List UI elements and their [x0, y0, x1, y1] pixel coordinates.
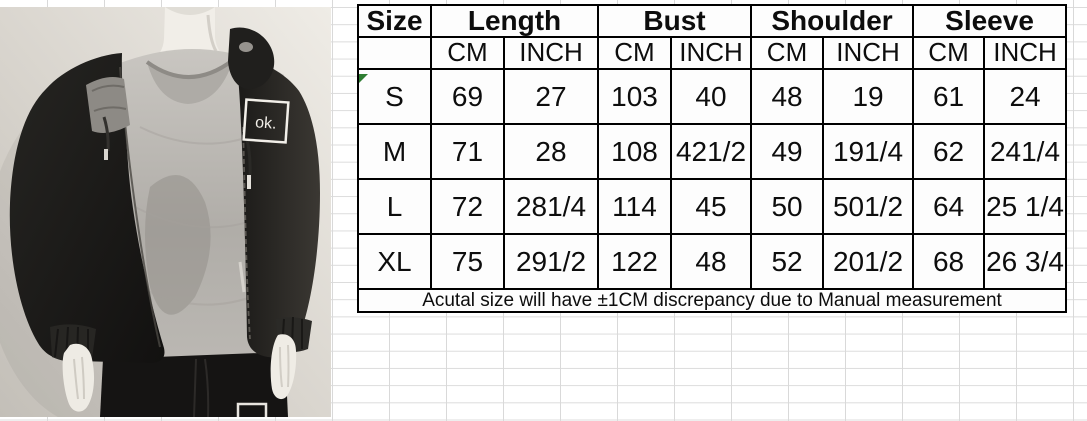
- product-photo-illustration: ok.: [0, 7, 331, 417]
- chest-logo: ok.: [242, 98, 290, 144]
- table-row: S 69 27 103 40 48 19 61 24: [357, 68, 1068, 125]
- hand-fingers-left: [73, 356, 85, 400]
- header-size: Size: [357, 4, 432, 38]
- table-row: M 71 28 108 421/2 49 191/4 62 241/4: [357, 123, 1068, 180]
- hand-fingers-right: [279, 344, 290, 388]
- table-cell: 45: [669, 178, 753, 235]
- size-label-cell: S: [357, 68, 432, 125]
- drawstring-left: [102, 116, 110, 152]
- mannequin-hand-left: [62, 343, 95, 412]
- header-length: Length: [430, 4, 599, 38]
- table-cell: 25 1/4: [983, 178, 1068, 235]
- table-cell: 71: [430, 123, 505, 180]
- hoodie-left-panel: [9, 53, 165, 363]
- table-units-row: CM INCH CM INCH CM INCH CM INCH: [357, 36, 1068, 70]
- table-footnote-row: Acutal size will have ±1CM discrepancy d…: [356, 288, 1068, 313]
- unit-cell: INCH: [503, 36, 599, 70]
- cuff-ribs-left: [54, 326, 89, 360]
- table-cell: 24: [983, 68, 1068, 125]
- table-cell: 62: [912, 123, 986, 180]
- unit-cell: INCH: [669, 36, 753, 70]
- chest-logo-text: ok.: [255, 114, 277, 132]
- table-cell: 108: [597, 123, 672, 180]
- unit-cell: CM: [430, 36, 505, 70]
- table-cell: 48: [669, 233, 753, 290]
- table-cell: 48: [750, 68, 825, 125]
- table-cell: 61: [912, 68, 986, 125]
- table-cell: 103: [597, 68, 672, 125]
- unit-cell: INCH: [822, 36, 915, 70]
- product-photo: ok.: [0, 7, 331, 417]
- neck-highlight: [206, 14, 218, 52]
- table-cell: 26 3/4: [983, 233, 1068, 290]
- zipper-tape-highlight: [238, 261, 246, 293]
- table-cell: 64: [912, 178, 986, 235]
- header-sleeve: Sleeve: [912, 4, 1068, 38]
- table-cell: 281/4: [503, 178, 599, 235]
- measurement-disclaimer: Acutal size will have ±1CM discrepancy d…: [356, 288, 1068, 313]
- table-cell: 75: [430, 233, 505, 290]
- hood-right: [228, 27, 275, 90]
- header-bust: Bust: [596, 4, 753, 38]
- cell-error-triangle-icon: [359, 74, 368, 83]
- unit-cell: INCH: [983, 36, 1068, 70]
- size-label-cell: M: [357, 123, 432, 180]
- table-cell: 114: [597, 178, 672, 235]
- hood-lining-right: [239, 42, 253, 52]
- table-cell: 19: [822, 68, 915, 125]
- hood-lining-left: [86, 77, 130, 133]
- table-cell: 69: [430, 68, 505, 125]
- table-row: L 72 281/4 114 45 50 501/2 64 25 1/4: [357, 178, 1068, 235]
- size-label-cell: XL: [357, 233, 432, 290]
- size-chart-table: Size Length Bust Shoulder Sleeve CM INCH…: [356, 4, 1068, 313]
- tshirt-collar: [147, 60, 233, 104]
- table-cell: 501/2: [822, 178, 915, 235]
- mannequin-chin-shadow: [165, 7, 215, 15]
- table-cell: 52: [750, 233, 825, 290]
- table-cell: 68: [912, 233, 986, 290]
- unit-cell: CM: [597, 36, 672, 70]
- drawstring-right-aglet: [247, 175, 251, 189]
- unit-cell: CM: [912, 36, 986, 70]
- drawstring-left-aglet: [104, 149, 108, 160]
- size-label-cell: L: [357, 178, 432, 235]
- empty-cell: [357, 36, 432, 70]
- table-cell: 201/2: [822, 233, 915, 290]
- tshirt-shadow: [145, 175, 211, 315]
- collar-seam: [145, 58, 235, 79]
- table-header-row: Size Length Bust Shoulder Sleeve: [357, 4, 1068, 38]
- mannequin-hand-right: [270, 334, 297, 400]
- mannequin-neck: [150, 7, 232, 62]
- hood-lining-folds: [91, 84, 127, 112]
- table-row: XL 75 291/2 122 48 52 201/2 68 26 3/4: [357, 233, 1068, 290]
- chest-logo-frame: [242, 98, 290, 144]
- table-cell: 291/2: [503, 233, 599, 290]
- table-cell: 241/4: [983, 123, 1068, 180]
- zipper: [242, 126, 251, 340]
- table-cell: 72: [430, 178, 505, 235]
- table-cell: 27: [503, 68, 599, 125]
- table-cell: 191/4: [822, 123, 915, 180]
- table-cell: 122: [597, 233, 672, 290]
- table-cell: 49: [750, 123, 825, 180]
- table-cell: 28: [503, 123, 599, 180]
- table-cell: 421/2: [669, 123, 753, 180]
- black-pants: [100, 352, 288, 417]
- header-shoulder: Shoulder: [750, 4, 915, 38]
- unit-cell: CM: [750, 36, 825, 70]
- table-cell: 40: [669, 68, 753, 125]
- hoodie-right-panel: [236, 57, 320, 358]
- hem-logo: [236, 402, 268, 417]
- pants-seam: [193, 358, 210, 417]
- table-cell: 50: [750, 178, 825, 235]
